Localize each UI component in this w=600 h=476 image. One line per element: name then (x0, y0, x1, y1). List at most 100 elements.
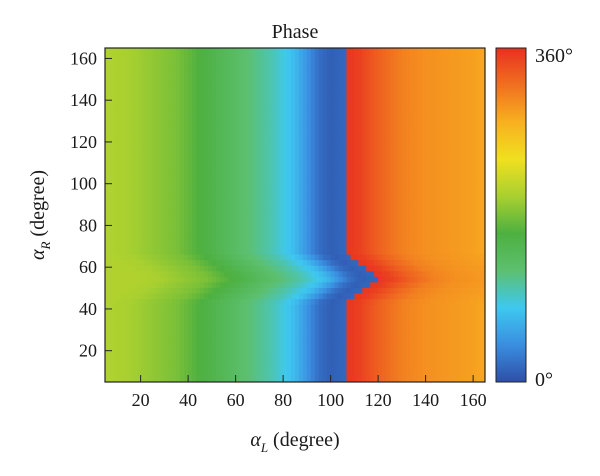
heatmap-cell (330, 270, 336, 277)
heatmap-cell (397, 120, 403, 127)
heatmap-cell (326, 198, 332, 205)
heatmap-cell (322, 176, 328, 183)
heatmap-cell (382, 103, 387, 110)
heatmap-cell (465, 281, 470, 288)
heatmap-cell (108, 309, 114, 316)
heatmap-cell (477, 365, 482, 372)
heatmap-cell (227, 181, 233, 188)
heatmap-cell (326, 365, 332, 372)
heatmap-cell (200, 231, 205, 238)
heatmap-cell (200, 142, 205, 149)
heatmap-cell (283, 226, 288, 233)
heatmap-cell (267, 203, 272, 211)
heatmap-cell (362, 287, 367, 294)
heatmap-cell (457, 226, 462, 233)
heatmap-cell (390, 253, 395, 261)
heatmap-cell (310, 92, 316, 99)
heatmap-cell (358, 176, 363, 183)
heatmap-cell (346, 187, 352, 194)
heatmap-cell (168, 348, 173, 355)
heatmap-cell (200, 376, 205, 382)
heatmap-cell (473, 315, 478, 322)
heatmap-cell (164, 176, 169, 183)
heatmap-cell (203, 370, 209, 378)
heatmap-cell (295, 109, 300, 116)
heatmap-cell (239, 198, 245, 205)
heatmap-cell (417, 248, 423, 255)
heatmap-cell (358, 187, 363, 194)
heatmap-cell (235, 103, 241, 110)
heatmap-cell (393, 242, 399, 249)
heatmap-cell (283, 125, 288, 133)
heatmap-cell (112, 281, 118, 288)
heatmap-cell (374, 231, 379, 238)
heatmap-cell (291, 187, 296, 194)
heatmap-cell (481, 276, 485, 283)
heatmap-cell (172, 354, 177, 361)
heatmap-cell (334, 114, 340, 121)
heatmap-cell (306, 276, 312, 283)
heatmap-cell (310, 287, 316, 294)
heatmap-cell (326, 142, 332, 149)
heatmap-cell (211, 203, 217, 211)
heatmap-cell (120, 265, 126, 272)
heatmap-cell (449, 164, 454, 172)
heatmap-cell (318, 348, 324, 355)
heatmap-cell (160, 103, 165, 110)
heatmap-cell (160, 192, 165, 199)
heatmap-cell (417, 181, 423, 188)
heatmap-cell (128, 220, 134, 227)
heatmap-cell (196, 103, 201, 110)
heatmap-cell (124, 365, 130, 372)
heatmap-cell (160, 114, 165, 121)
heatmap-cell (390, 109, 395, 116)
heatmap-cell (314, 343, 320, 350)
heatmap-cell (390, 164, 395, 172)
heatmap-cell (192, 253, 197, 261)
heatmap-cell (318, 281, 324, 288)
heatmap-cell (334, 315, 340, 322)
heatmap-cell (441, 209, 447, 216)
heatmap-cell (429, 142, 435, 149)
heatmap-cell (176, 242, 181, 249)
heatmap-cell (108, 292, 114, 300)
heatmap-cell (105, 231, 110, 238)
heatmap-cell (116, 187, 122, 194)
heatmap-cell (259, 370, 264, 378)
heatmap-cell (421, 287, 427, 294)
heatmap-cell (461, 354, 466, 361)
heatmap-cell (219, 276, 225, 283)
heatmap-cell (338, 370, 344, 378)
heatmap-cell (306, 231, 312, 238)
heatmap-cell (196, 376, 201, 382)
heatmap-cell (397, 304, 403, 311)
heatmap-cell (342, 159, 348, 166)
heatmap-cell (421, 103, 427, 110)
heatmap-cell (306, 359, 312, 366)
heatmap-cell (192, 203, 197, 211)
heatmap-cell (326, 237, 332, 244)
heatmap-cell (481, 203, 485, 211)
heatmap-cell (116, 153, 122, 160)
heatmap-cell (334, 298, 340, 305)
heatmap-cell (425, 315, 431, 322)
heatmap-cell (358, 198, 363, 205)
heatmap-cell (318, 226, 324, 233)
heatmap-cell (144, 337, 150, 344)
heatmap-cell (124, 354, 130, 361)
heatmap-cell (330, 181, 336, 188)
heatmap-cell (287, 265, 292, 272)
heatmap-cell (267, 376, 272, 382)
heatmap-cell (429, 209, 435, 216)
heatmap-cell (287, 276, 292, 283)
heatmap-cell (366, 137, 371, 144)
heatmap-cell (176, 148, 181, 155)
heatmap-cell (136, 153, 142, 160)
heatmap-cell (207, 270, 213, 277)
heatmap-cell (235, 298, 241, 305)
heatmap-cell (152, 98, 158, 105)
heatmap-cell (291, 298, 296, 305)
heatmap-cell (378, 309, 383, 316)
heatmap-cell (196, 220, 201, 227)
heatmap-cell (461, 343, 466, 350)
